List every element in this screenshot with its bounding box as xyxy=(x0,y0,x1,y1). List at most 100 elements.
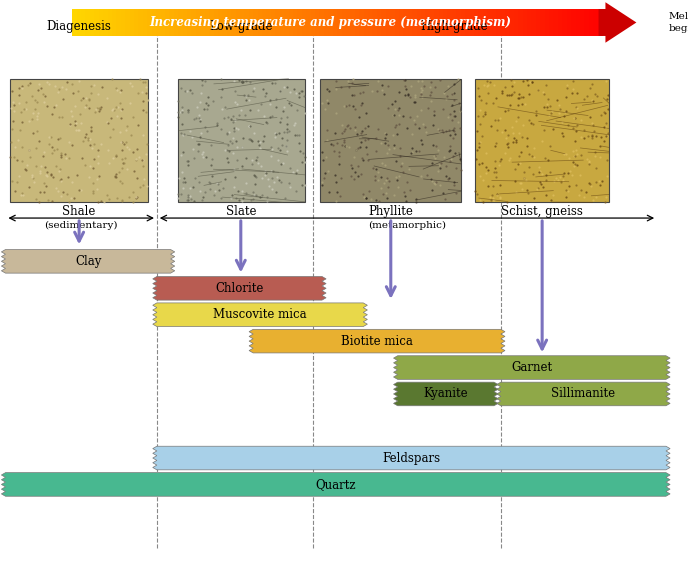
Bar xyxy=(182,9,188,36)
Text: Shale: Shale xyxy=(63,205,96,218)
Bar xyxy=(386,9,391,36)
Bar xyxy=(478,9,484,36)
Bar xyxy=(147,9,153,36)
Bar xyxy=(112,9,117,36)
Bar xyxy=(191,9,197,36)
Text: Slate: Slate xyxy=(226,205,256,218)
Bar xyxy=(598,9,603,36)
Bar xyxy=(244,9,250,36)
Bar xyxy=(341,9,347,36)
Bar xyxy=(390,9,395,36)
Bar xyxy=(403,9,409,36)
Text: Low-grade: Low-grade xyxy=(209,20,272,33)
Bar xyxy=(364,9,369,36)
Bar xyxy=(205,9,210,36)
Bar xyxy=(249,9,254,36)
Bar xyxy=(280,9,285,36)
Bar xyxy=(447,9,453,36)
Text: Melting
begins: Melting begins xyxy=(669,12,688,33)
Bar xyxy=(90,9,95,36)
Bar xyxy=(165,9,170,36)
Polygon shape xyxy=(394,382,498,406)
Bar xyxy=(293,9,298,36)
Bar xyxy=(156,9,161,36)
Bar xyxy=(540,9,546,36)
Bar xyxy=(518,9,524,36)
Bar xyxy=(253,9,259,36)
Bar xyxy=(421,9,426,36)
Text: Diagenesis: Diagenesis xyxy=(47,20,111,33)
Text: Kyanite: Kyanite xyxy=(424,387,468,401)
Text: Clay: Clay xyxy=(75,255,101,268)
Bar xyxy=(116,9,122,36)
FancyArrow shape xyxy=(599,2,636,43)
Text: Garnet: Garnet xyxy=(511,361,552,374)
Bar xyxy=(545,9,550,36)
Text: Quartz: Quartz xyxy=(316,478,356,491)
Bar xyxy=(315,9,320,36)
Bar xyxy=(531,9,537,36)
Bar xyxy=(138,9,144,36)
Bar xyxy=(85,9,91,36)
Bar xyxy=(536,9,541,36)
Bar xyxy=(439,9,444,36)
Bar xyxy=(302,9,307,36)
Bar xyxy=(178,9,183,36)
Text: Chlorite: Chlorite xyxy=(215,282,264,295)
Polygon shape xyxy=(249,329,505,353)
Bar xyxy=(72,9,77,36)
Bar xyxy=(408,9,413,36)
Bar xyxy=(394,9,400,36)
Bar xyxy=(567,9,572,36)
Bar xyxy=(584,9,590,36)
Bar xyxy=(492,9,497,36)
Bar xyxy=(227,9,232,36)
Bar xyxy=(452,9,457,36)
Bar xyxy=(240,9,245,36)
Bar xyxy=(209,9,214,36)
Bar xyxy=(500,9,506,36)
Bar xyxy=(337,9,342,36)
Bar xyxy=(187,9,192,36)
Bar xyxy=(196,9,201,36)
Bar xyxy=(456,9,462,36)
Bar xyxy=(417,9,422,36)
Bar xyxy=(125,9,130,36)
Text: Muscovite mica: Muscovite mica xyxy=(213,308,307,321)
Bar xyxy=(359,9,365,36)
Polygon shape xyxy=(497,382,670,406)
Bar xyxy=(169,9,175,36)
Bar xyxy=(288,9,294,36)
Bar xyxy=(549,9,554,36)
Bar xyxy=(333,9,338,36)
Bar xyxy=(434,9,440,36)
Bar xyxy=(213,9,219,36)
Bar xyxy=(527,9,532,36)
Bar xyxy=(103,9,108,36)
Bar xyxy=(134,9,139,36)
Bar xyxy=(284,9,289,36)
Bar xyxy=(107,9,113,36)
Bar xyxy=(461,9,466,36)
Bar xyxy=(143,9,148,36)
Bar xyxy=(399,9,404,36)
Bar xyxy=(523,9,528,36)
Bar xyxy=(222,9,228,36)
Bar xyxy=(589,9,594,36)
Polygon shape xyxy=(394,356,670,379)
Bar xyxy=(218,9,223,36)
Polygon shape xyxy=(1,473,670,496)
Bar xyxy=(151,9,157,36)
Text: Feldspars: Feldspars xyxy=(383,451,440,465)
Bar xyxy=(575,9,581,36)
Bar xyxy=(558,9,563,36)
Bar xyxy=(320,79,461,202)
Text: (metamorphic): (metamorphic) xyxy=(368,221,446,230)
Bar xyxy=(10,79,148,202)
Bar xyxy=(121,9,126,36)
Bar xyxy=(483,9,488,36)
Bar xyxy=(235,9,241,36)
Bar xyxy=(593,9,599,36)
Bar xyxy=(266,9,272,36)
Bar xyxy=(443,9,448,36)
